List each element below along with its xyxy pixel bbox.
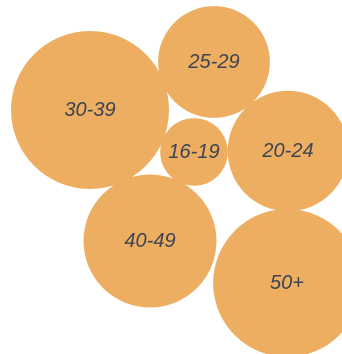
bubble-50[interactable]: [213, 209, 342, 354]
bubble-label-50: 50+: [270, 272, 304, 294]
bubble-25-29[interactable]: [158, 6, 270, 118]
bubble-30-39[interactable]: [11, 31, 169, 189]
bubble-label-30-39: 30-39: [64, 99, 115, 121]
bubble-group: 30-39 25-29 16-19 20-24 40-49 50+: [11, 6, 342, 354]
bubble-label-16-19: 16-19: [168, 141, 219, 163]
bubble-label-40-49: 40-49: [124, 230, 175, 252]
bubble-16-19[interactable]: [160, 118, 228, 186]
bubble-20-24[interactable]: [227, 90, 342, 212]
bubble-label-20-24: 20-24: [261, 140, 313, 162]
bubble-label-25-29: 25-29: [187, 51, 239, 73]
bubble-40-49[interactable]: [83, 174, 217, 308]
